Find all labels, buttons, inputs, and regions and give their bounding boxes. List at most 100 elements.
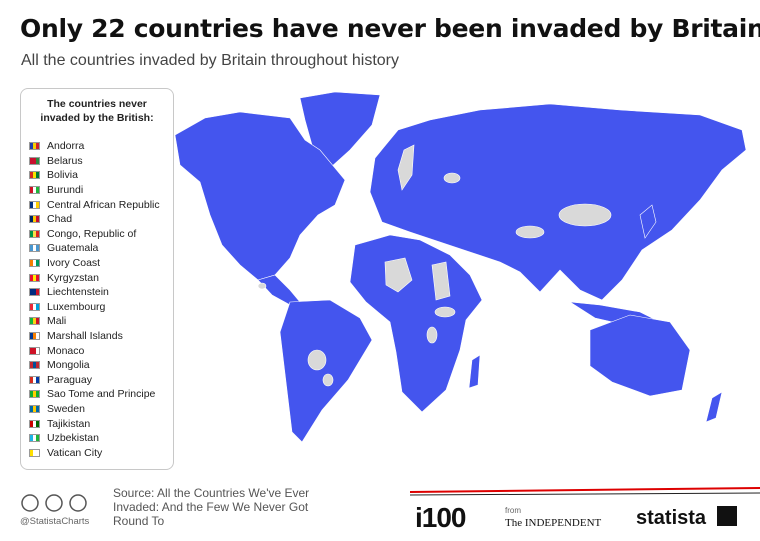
legend-items: Andorra Belarus Bolivia Burundi Central Afri… <box>29 139 160 460</box>
flag-icon <box>29 259 40 268</box>
country-name: Mali <box>47 315 67 328</box>
logo: statista <box>636 507 707 529</box>
flag-icon <box>29 419 40 428</box>
south-america <box>279 299 373 443</box>
mali <box>384 257 413 293</box>
flag-icon <box>29 375 40 384</box>
mongolia <box>558 203 612 227</box>
greenland <box>299 91 381 169</box>
new-zealand <box>705 391 723 423</box>
australia <box>589 314 691 397</box>
flag-icon <box>29 361 40 370</box>
logo: The INDEPENDENT <box>505 517 602 529</box>
country-name: Central African Republic <box>47 198 160 211</box>
congo <box>426 326 438 344</box>
subtitle: All the countries invaded by Britain thr… <box>21 52 399 69</box>
bolivia <box>307 349 327 371</box>
madagascar <box>468 354 481 389</box>
flag-icon <box>29 448 40 457</box>
country-name: Chad <box>47 213 73 226</box>
flag-icon <box>29 142 40 151</box>
country-name: Ivory Coast <box>47 257 101 270</box>
country-name: Congo, Republic of <box>47 227 137 240</box>
flag-icon <box>29 215 40 224</box>
country-name: Mongolia <box>47 359 90 372</box>
country-name: Paraguay <box>47 373 92 386</box>
flag-icon <box>29 244 40 253</box>
country-name: Belarus <box>47 154 83 167</box>
title: Only 22 countries have never been invade… <box>20 14 760 43</box>
legend-item: Mali <box>29 314 160 329</box>
flag-icon <box>29 200 40 209</box>
legend: The countries never invaded by the Briti… <box>20 88 174 470</box>
flag-icon <box>29 288 40 297</box>
legend-item: Andorra <box>29 139 160 154</box>
country-name: Burundi <box>47 184 84 197</box>
flag-icon <box>29 156 40 165</box>
country-name: Andorra <box>47 140 85 153</box>
flag-icon <box>29 171 40 180</box>
legend-item: Chad <box>29 212 160 227</box>
legend-item: Bolivia <box>29 168 160 183</box>
country-name: Luxembourg <box>47 300 106 313</box>
flag-icon <box>29 273 40 282</box>
japan <box>639 204 657 239</box>
legend-item: Kyrgyzstan <box>29 270 160 285</box>
legend-item: Vatican City <box>29 445 160 460</box>
legend-item: Sao Tome and Principe <box>29 387 160 402</box>
legend-item: Guatemala <box>29 241 160 256</box>
chad <box>431 261 451 301</box>
eurasia <box>369 103 747 301</box>
guatemala <box>257 282 267 290</box>
logo: i100 <box>415 502 466 533</box>
legend-item: Liechtenstein <box>29 285 160 300</box>
belarus <box>443 172 461 184</box>
country-name: Tajikistan <box>47 417 91 430</box>
legend-item: Marshall Islands <box>29 329 160 344</box>
source: Source: All the Countries We've Ever Inv… <box>113 486 310 528</box>
central-america <box>257 274 301 307</box>
central-african-republic <box>434 306 456 318</box>
legend-item: Congo, Republic of <box>29 227 160 242</box>
flag-icon <box>29 317 40 326</box>
legend-item: Burundi <box>29 183 160 198</box>
flag-icon <box>29 404 40 413</box>
footer-band <box>21 487 760 526</box>
country-name: Liechtenstein <box>47 286 109 299</box>
country-name: Sao Tome and Principe <box>47 388 156 401</box>
legend-item: Paraguay <box>29 373 160 388</box>
country-name: Uzbekistan <box>47 432 99 445</box>
legend-item: Ivory Coast <box>29 256 160 271</box>
legend-item: Monaco <box>29 343 160 358</box>
legend-item: Uzbekistan <box>29 431 160 446</box>
country-name: Vatican City <box>47 446 103 459</box>
sweden <box>397 144 415 191</box>
country-name: Guatemala <box>47 242 99 255</box>
legend-item: Belarus <box>29 154 160 169</box>
paraguay <box>322 373 334 387</box>
legend-item: Mongolia <box>29 358 160 373</box>
legend-title: The countries never invaded by the Briti… <box>40 98 154 124</box>
country-name: Bolivia <box>47 169 78 182</box>
africa <box>349 234 483 413</box>
north-america <box>174 111 346 281</box>
flag-icon <box>29 302 40 311</box>
legend-item: Central African Republic <box>29 197 160 212</box>
country-name: Monaco <box>47 344 85 357</box>
legend-item: Sweden <box>29 402 160 417</box>
legend-item: Tajikistan <box>29 416 160 431</box>
from-label: from <box>505 506 521 515</box>
flag-icon <box>29 434 40 443</box>
flag-icon <box>29 346 40 355</box>
legend-item: Luxembourg <box>29 300 160 315</box>
country-name: Sweden <box>47 402 85 415</box>
flag-icon <box>29 332 40 341</box>
flag-icon <box>29 186 40 195</box>
handle: @StatistaCharts <box>20 516 90 527</box>
flag-icon <box>29 390 40 399</box>
flag-icon <box>29 229 40 238</box>
country-name: Kyrgyzstan <box>47 271 99 284</box>
country-name: Marshall Islands <box>47 330 123 343</box>
